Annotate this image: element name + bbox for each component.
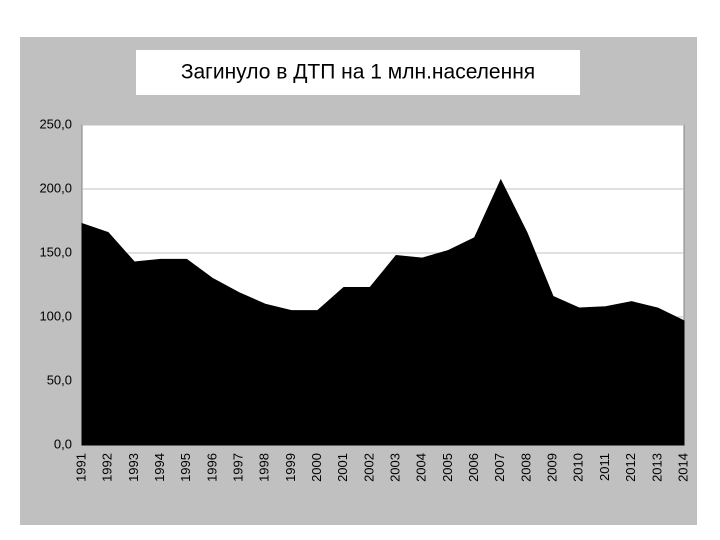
x-tick-label: 2008 (518, 453, 533, 482)
x-tick-label: 1994 (152, 453, 167, 482)
y-tick-label: 100,0 (39, 308, 72, 323)
x-tick-label: 1998 (257, 453, 272, 482)
title-box (136, 50, 580, 95)
x-tick-label: 2002 (361, 453, 376, 482)
y-tick-label: 50,0 (47, 372, 72, 387)
x-tick-label: 1992 (100, 453, 115, 482)
x-tick-label: 2007 (492, 453, 507, 482)
x-tick-label: 2009 (545, 453, 560, 482)
x-tick-label: 2011 (597, 453, 612, 481)
x-tick-label: 2000 (309, 453, 324, 482)
x-tick-label: 2005 (440, 453, 455, 482)
y-tick-label: 250,0 (39, 116, 72, 131)
x-tick-label: 2003 (388, 453, 403, 482)
x-tick-label: 2006 (466, 453, 481, 482)
x-tick-label: 1991 (73, 453, 88, 482)
area (81, 178, 685, 446)
x-tick-label: 1997 (230, 453, 245, 482)
x-tick-label: 1999 (283, 453, 298, 482)
x-tick-label: 1996 (204, 453, 219, 482)
x-tick-label: 2004 (414, 453, 429, 482)
chart-title: Загинуло в ДТП на 1 млн.населення (181, 61, 535, 84)
x-tick-label: 1993 (126, 453, 141, 482)
x-tick-label: 2014 (675, 453, 690, 482)
y-tick-label: 150,0 (39, 244, 72, 259)
y-tick-label: 200,0 (39, 180, 72, 195)
x-tick-label: 2012 (623, 453, 638, 482)
x-tick-label: 2010 (571, 453, 586, 482)
x-tick-label: 2001 (335, 453, 350, 482)
y-tick-label: 0,0 (54, 436, 72, 451)
x-tick-label: 2013 (649, 453, 664, 482)
x-tick-label: 1995 (178, 453, 193, 482)
